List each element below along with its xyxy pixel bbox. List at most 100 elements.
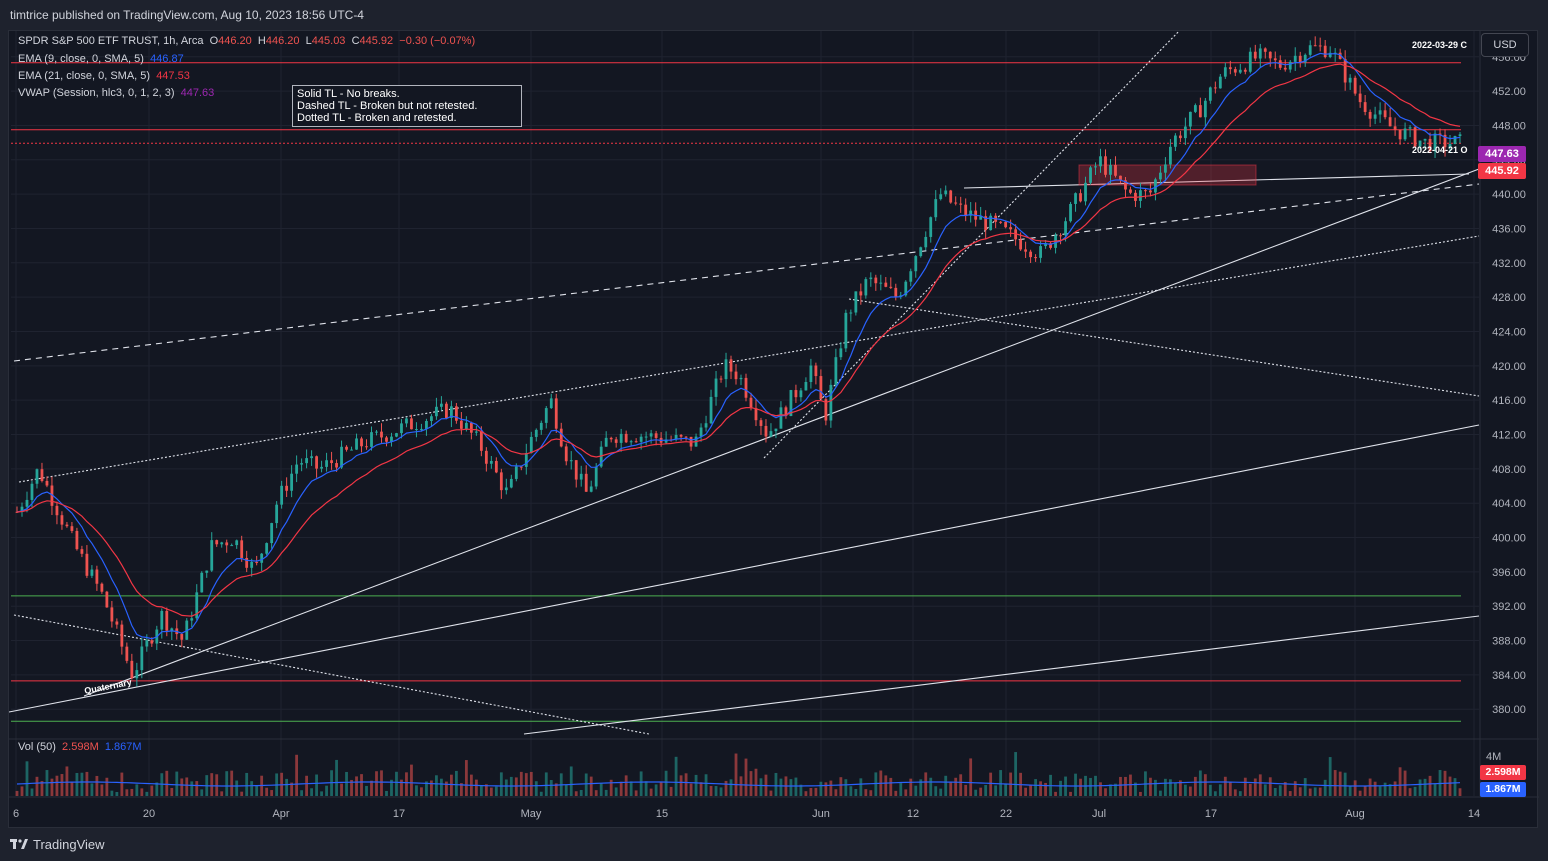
volume-value: 2.598M xyxy=(62,741,99,753)
volume-bar xyxy=(949,782,953,796)
candle-body xyxy=(1029,251,1032,258)
flag-2022-03-29[interactable]: 2022-03-29 C xyxy=(1412,40,1468,50)
candle-body xyxy=(869,277,873,280)
candle-body xyxy=(489,460,493,464)
candle-body xyxy=(1218,76,1222,89)
volume-bar xyxy=(679,775,683,796)
candle-body xyxy=(1129,189,1132,193)
candle-body xyxy=(454,406,458,421)
candle-body xyxy=(1378,110,1382,115)
price-tick-label: 440.00 xyxy=(1492,189,1526,201)
volume-bar xyxy=(914,785,918,796)
trendline xyxy=(9,424,1480,713)
ema9-label: EMA (9, close, 0, SMA, 5) xyxy=(18,53,144,65)
volume-bar xyxy=(70,781,74,796)
volume-bar xyxy=(1029,785,1032,796)
candle-body xyxy=(355,438,358,450)
candle-body xyxy=(1074,193,1077,204)
price-tick-label: 432.00 xyxy=(1492,258,1526,270)
volume-bar xyxy=(425,781,428,796)
candle-body xyxy=(1149,190,1152,193)
volume-bar xyxy=(849,786,853,796)
volume-bar xyxy=(944,775,948,796)
vwap-label: VWAP (Session, hlc3, 0, 1, 2, 3) xyxy=(18,87,175,99)
volume-bar xyxy=(100,784,104,796)
price-chart[interactable]: 456.00452.00448.00444.00440.00436.00432.… xyxy=(9,31,1539,829)
volume-bar xyxy=(479,785,483,796)
ema9-legend[interactable]: EMA (9, close, 0, SMA, 5) 446.87 xyxy=(18,53,184,65)
price-tick-label: 436.00 xyxy=(1492,223,1526,235)
volume-bar xyxy=(125,789,129,796)
volume-bar xyxy=(779,778,783,796)
volume-bar xyxy=(549,780,553,796)
volume-bar xyxy=(1328,757,1332,796)
volume-bar xyxy=(474,779,478,796)
volume-bar xyxy=(624,775,628,796)
candle-body xyxy=(130,660,134,679)
candle-body xyxy=(684,436,688,438)
ema21-legend[interactable]: EMA (21, close, 0, SMA, 5) 447.53 xyxy=(18,70,190,82)
volume-bar xyxy=(654,784,658,796)
footer-brand[interactable]: TradingView xyxy=(10,835,105,853)
volume-bar xyxy=(35,776,39,796)
candle-body xyxy=(889,286,893,288)
candle-body xyxy=(864,279,868,296)
candle-body xyxy=(539,422,543,430)
volume-bar xyxy=(1213,791,1217,796)
candle-body xyxy=(1198,105,1202,118)
price-tick-label: 428.00 xyxy=(1492,292,1526,304)
volume-bar xyxy=(1413,786,1417,796)
candle-body xyxy=(205,570,209,573)
candle-body xyxy=(604,437,608,447)
flag-2022-04-21[interactable]: 2022-04-21 O xyxy=(1412,145,1468,155)
candle-body xyxy=(110,607,114,622)
volume-bar xyxy=(85,771,89,796)
candle-body xyxy=(1393,126,1397,130)
volume-bar xyxy=(1308,788,1312,796)
candle-body xyxy=(250,561,254,568)
last-price-tag: 445.92 xyxy=(1478,163,1526,179)
volume-legend[interactable]: Vol (50) 2.598M 1.867M xyxy=(18,741,142,753)
volume-bar xyxy=(634,790,638,796)
candle-body xyxy=(1273,58,1277,61)
volume-bar xyxy=(165,770,169,796)
volume-bar xyxy=(579,789,583,796)
volume-bar xyxy=(340,783,343,796)
candle-body xyxy=(849,312,853,314)
volume-bar xyxy=(1428,775,1432,796)
volume-bar xyxy=(799,784,803,796)
volume-bar xyxy=(170,787,174,796)
candle-body xyxy=(345,446,348,450)
trendline xyxy=(83,168,1480,697)
time-tick-label: 22 xyxy=(1000,808,1012,820)
volume-bar xyxy=(1134,782,1137,796)
candle-body xyxy=(1308,45,1312,55)
volume-bar xyxy=(524,773,528,796)
candle-body xyxy=(1318,45,1322,47)
volume-bar xyxy=(230,770,234,796)
candle-body xyxy=(939,194,943,200)
volume-bar xyxy=(669,786,673,796)
candle-body xyxy=(904,281,908,296)
volume-bar xyxy=(1258,774,1262,796)
volume-bar xyxy=(1004,783,1008,796)
vwap-legend[interactable]: VWAP (Session, hlc3, 0, 1, 2, 3) 447.63 xyxy=(18,87,214,99)
time-tick-label: Jul xyxy=(1092,808,1106,820)
volume-bar xyxy=(225,771,229,796)
symbol-label[interactable]: SPDR S&P 500 ETF TRUST, 1h, Arca xyxy=(18,35,204,47)
volume-bar xyxy=(1218,784,1222,796)
trendline-note[interactable]: Solid TL - No breaks. Dashed TL - Broken… xyxy=(292,85,522,127)
volume-bar xyxy=(1164,778,1167,796)
volume-bar xyxy=(1104,788,1107,796)
candle-body xyxy=(1203,100,1207,118)
chart-frame[interactable]: 456.00452.00448.00444.00440.00436.00432.… xyxy=(8,30,1539,829)
candle-body xyxy=(70,526,74,531)
tradingview-logo-icon xyxy=(10,839,28,849)
candle-body xyxy=(829,384,833,421)
candle-body xyxy=(160,610,164,630)
volume-bar xyxy=(464,760,468,796)
currency-button[interactable]: USD xyxy=(1481,33,1529,57)
volume-bar xyxy=(999,770,1003,796)
trendline xyxy=(18,235,1480,483)
candle-body xyxy=(884,282,888,287)
